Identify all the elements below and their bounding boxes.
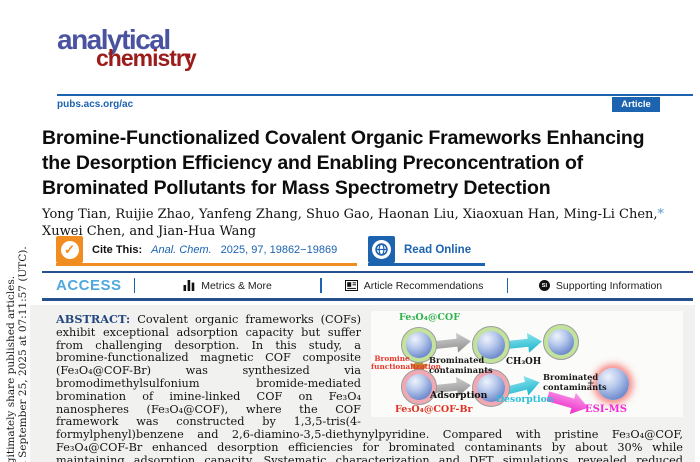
read-online-label: Read Online <box>404 243 472 256</box>
sharing-guidelines-note: ns on how to legitimately share publishe… <box>5 275 17 462</box>
access-bar-bottom-rule <box>42 298 693 301</box>
supporting-information-link[interactable]: SI Supporting Information <box>508 280 693 292</box>
fe3o4-cof-washed-sphere <box>543 324 579 360</box>
access-separator <box>133 278 136 293</box>
author-list: Yong Tian, Ruijie Zhao, Yanfeng Zhang, S… <box>42 206 674 240</box>
article-recommendations-icon <box>344 280 358 291</box>
fe3o4-cof-adsorbed-sphere <box>472 326 510 364</box>
desorption-label: Desorption <box>496 394 554 405</box>
author-line-1: Yong Tian, Ruijie Zhao, Yanfeng Zhang, S… <box>42 206 674 223</box>
supporting-info-label: Supporting Information <box>555 279 663 292</box>
fe3o4-cof-br-sphere <box>401 369 437 405</box>
access-bar: ACCESS Metrics & More Article Recommenda… <box>42 273 693 298</box>
ch3oh-label: CH₃OH <box>506 357 542 367</box>
access-separator <box>506 278 509 293</box>
metrics-label: Metrics & More <box>201 279 272 292</box>
journal-logo[interactable]: analytical . chemistry <box>57 24 277 84</box>
desorption-arrow <box>506 376 540 396</box>
bromine-functionalization-arrow <box>410 353 428 376</box>
abstract-label: ABSTRACT: <box>56 312 131 326</box>
fe3o4-cof-sphere <box>401 327 437 363</box>
access-link[interactable]: ACCESS <box>56 277 122 294</box>
toc-graphic: Fe₃O₄@COF Fe₃O₄@COF-Br Bromine functiona… <box>371 311 683 417</box>
ch3oh-arrow <box>508 332 542 353</box>
logo-word-chemistry: chemistry <box>96 45 197 71</box>
access-separator <box>320 278 322 293</box>
metrics-and-more-link[interactable]: Metrics & More <box>135 280 320 292</box>
plus-sign: + <box>587 379 595 389</box>
logo-word-analytical: analytical <box>57 24 171 55</box>
authors-text-1: Yong Tian, Ruijie Zhao, Yanfeng Zhang, S… <box>42 207 658 222</box>
brominated-contaminants-label-top: Brominated contaminants <box>429 355 493 375</box>
brominated-contaminants-arrow <box>434 332 471 353</box>
download-timestamp-note: n September 25, 2025 at 07:11:57 (UTC). <box>17 246 29 462</box>
read-online-button[interactable]: Read Online <box>368 236 471 263</box>
bar-chart-icon <box>183 280 195 291</box>
recommendations-label: Article Recommendations <box>363 279 484 292</box>
logo-dot: . <box>184 32 193 65</box>
article-recommendations-link[interactable]: Article Recommendations <box>322 280 507 292</box>
globe-icon <box>368 236 395 263</box>
cite-reference: 2025, 97, 19862−19869 <box>220 243 338 256</box>
cite-journal-name: Anal. Chem. <box>151 243 212 256</box>
esi-ms-arrow <box>547 391 589 414</box>
adsorption-arrow <box>434 376 471 397</box>
author-line-2: Xuwei Chen, and Jian-Hua Wang <box>42 224 257 239</box>
abstract-paragraph: Fe₃O₄@COF Fe₃O₄@COF-Br Bromine functiona… <box>56 311 683 462</box>
cite-underline <box>56 263 357 266</box>
fe3o4-cof-br-adsorbed-sphere <box>472 369 510 407</box>
abstract-section: Fe₃O₄@COF Fe₃O₄@COF-Br Bromine functiona… <box>30 305 695 462</box>
cite-this-label: Cite This: <box>92 243 143 256</box>
fe3o4-cof-br-label: Fe₃O₄@COF-Br <box>395 404 473 415</box>
cite-this-button[interactable]: ✓ Cite This: Anal. Chem. 2025, 97, 19862… <box>56 236 337 263</box>
brominated-contaminants-label-right: Brominated contaminants <box>543 372 607 392</box>
article-title: Bromine-Functionalized Covalent Organic … <box>42 127 645 199</box>
corresponding-author-asterisk[interactable]: * <box>657 207 665 222</box>
access-bar-top-rule <box>42 271 693 273</box>
journal-url-link[interactable]: pubs.acs.org/ac <box>57 99 134 110</box>
adsorption-label: Adsorption <box>430 390 488 401</box>
bromine-functionalization-label: Bromine functionalization <box>371 354 441 372</box>
esi-ms-label: ESI-MS <box>585 404 627 415</box>
cite-check-icon: ✓ <box>56 236 83 263</box>
article-type-badge: Article <box>612 97 660 112</box>
header-divider <box>57 94 693 96</box>
fe3o4-cof-label: Fe₃O₄@COF <box>399 312 460 323</box>
si-icon: SI <box>538 280 550 291</box>
regenerated-sphere <box>597 368 629 400</box>
abstract-text: Covalent organic frameworks (COFs) exhib… <box>56 313 683 462</box>
read-online-underline <box>368 263 485 266</box>
